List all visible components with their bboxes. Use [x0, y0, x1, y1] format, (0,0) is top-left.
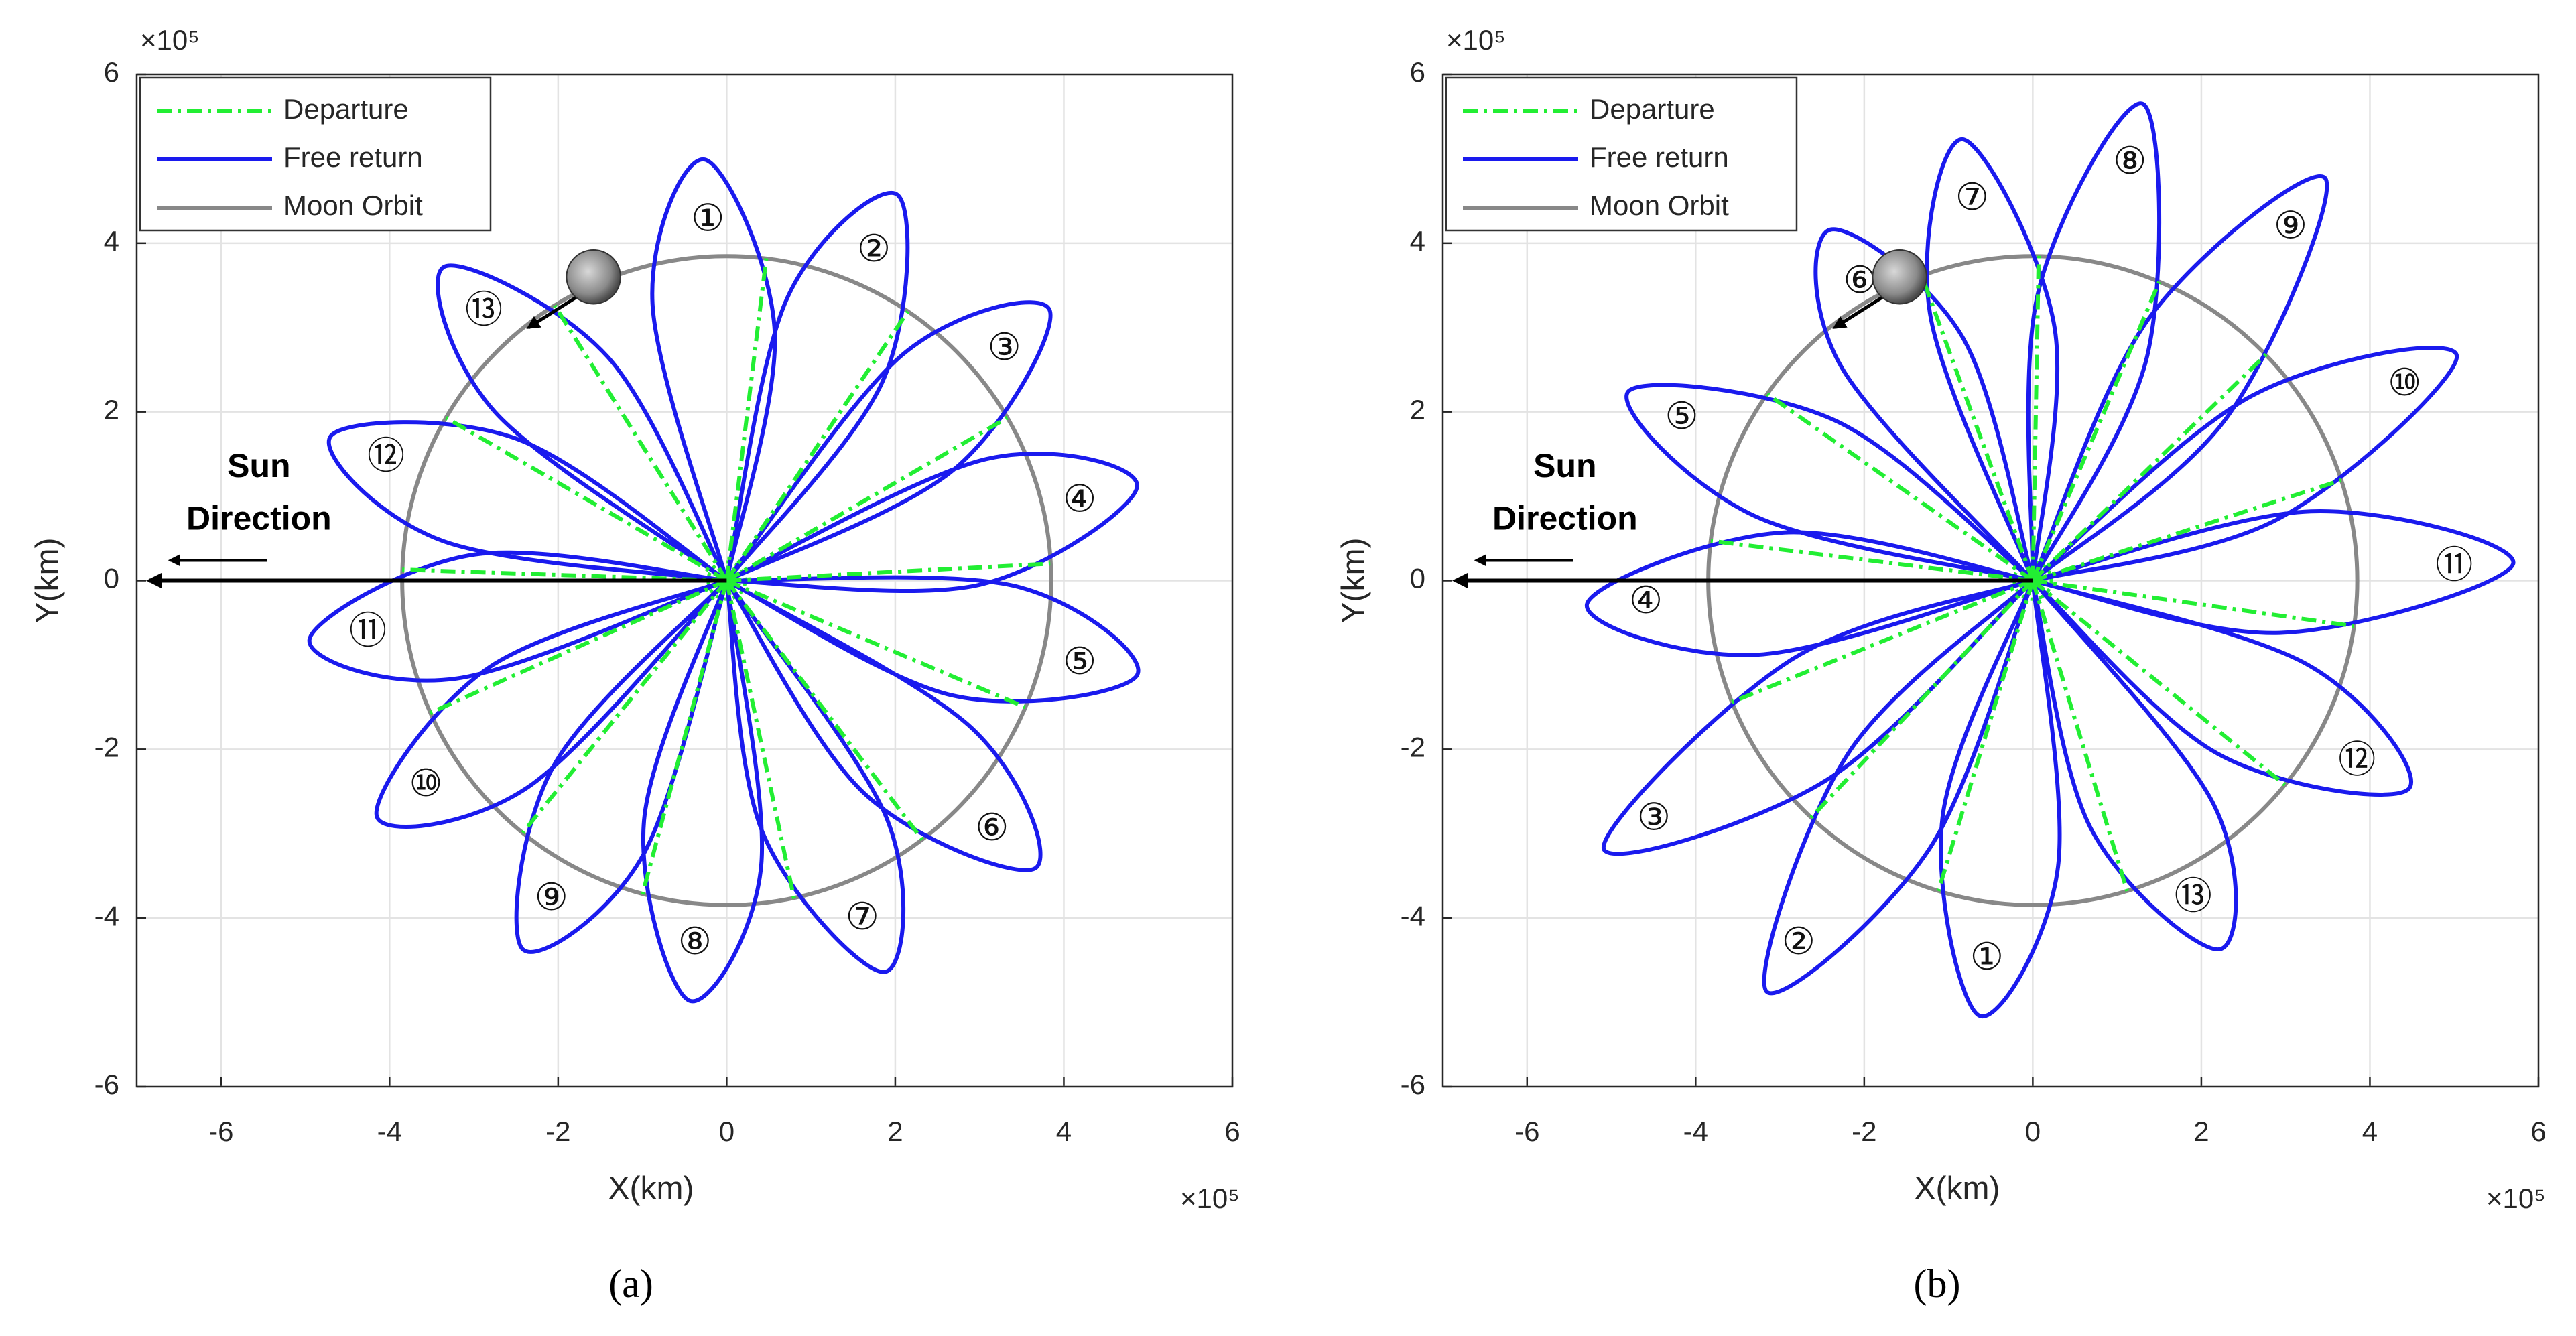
- loop-label: ④: [1629, 579, 1663, 622]
- y-tick-label: 2: [1410, 394, 1425, 425]
- y-tick-label: 4: [1410, 225, 1425, 257]
- x-tick-label: 2: [887, 1116, 903, 1147]
- y-tick-label: 6: [104, 56, 119, 88]
- trajectory: [1585, 101, 2516, 1018]
- trajectory: [1710, 255, 2355, 892]
- annotation: Sun: [1533, 447, 1596, 484]
- x-tick-label: 0: [2025, 1116, 2041, 1147]
- y-axis-label: Y(km): [30, 538, 66, 624]
- loop-label: ③: [988, 326, 1021, 369]
- x-multiplier: ×10⁵: [2486, 1183, 2546, 1214]
- x-tick-label: 6: [1224, 1116, 1240, 1147]
- x-tick-label: 6: [2530, 1116, 2546, 1147]
- legend-label: Departure: [283, 93, 409, 125]
- axes-box: [1441, 73, 2540, 1088]
- loop-label: ⑦: [1955, 176, 1989, 219]
- loop-label: ⑬: [2175, 874, 2212, 918]
- loop-label: ①: [691, 196, 724, 240]
- loop-label: ⑫: [2338, 738, 2376, 782]
- loop-label: ⑨: [535, 876, 568, 919]
- legend-label: Moon Orbit: [1590, 190, 1729, 221]
- moon-arrow: [526, 293, 580, 329]
- y-tick-label: 0: [1410, 563, 1425, 594]
- y-tick-label: -6: [1401, 1069, 1425, 1100]
- x-tick-label: 2: [2193, 1116, 2209, 1147]
- loop-label: ⑨: [2274, 204, 2307, 247]
- loop-label: ⑧: [2113, 139, 2146, 183]
- y-axis-label: Y(km): [1336, 538, 1372, 624]
- loop-label: ②: [1782, 920, 1815, 963]
- trajectory: [402, 258, 1051, 899]
- y-tick-label: 6: [1410, 56, 1425, 88]
- loop-label: ⑩: [2388, 361, 2421, 405]
- loop-label: ⑪: [349, 609, 387, 653]
- legend-label: Free return: [283, 141, 423, 173]
- legend: Departure Free return Moon Orbit: [139, 76, 492, 232]
- loop-label: ⑧: [678, 920, 712, 963]
- legend-label: Departure: [1590, 93, 1715, 125]
- x-axis-label: X(km): [1915, 1171, 2000, 1207]
- y-tick-label: -6: [94, 1069, 119, 1100]
- y-tick-label: -4: [1401, 900, 1425, 931]
- annotation: Direction: [1492, 499, 1638, 537]
- legend-label: Moon Orbit: [283, 190, 423, 221]
- loop-label: ⑪: [2435, 544, 2473, 588]
- y-tick-label: 4: [104, 225, 119, 257]
- x-tick-label: -4: [1683, 1116, 1708, 1147]
- legend-box: [139, 76, 492, 232]
- loop-label: ④: [1063, 477, 1096, 521]
- y-tick-label: -2: [1401, 731, 1425, 762]
- panel: -6 -4 -2 0 2 4 6 -6 -4 -2 0 2 4 6 ① ② ③ ④ ⑤ ⑥ ⑦ ⑧ ⑨ ⑩ ⑪ ⑫ ⑬ Sun Dire…: [1336, 24, 2547, 1306]
- x-tick-label: -6: [1515, 1116, 1539, 1147]
- loop-label: ⑫: [367, 434, 405, 478]
- legend-box: [1445, 76, 1798, 232]
- y-multiplier: ×10⁵: [1446, 24, 1506, 56]
- loop-label: ⑥: [1843, 259, 1876, 302]
- panel: -6 -4 -2 0 2 4 6 -6 -4 -2 0 2 4 6 ① ② ③ ④ ⑤ ⑥ ⑦ ⑧ ⑨ ⑩ ⑪ ⑫ ⑬ Sun Dire…: [30, 24, 1240, 1306]
- x-tick-label: -6: [208, 1116, 233, 1147]
- x-tick-label: -4: [377, 1116, 402, 1147]
- loop-label: ⑦: [846, 895, 879, 939]
- x-axis-label: X(km): [608, 1171, 694, 1207]
- caption: (a): [608, 1262, 653, 1306]
- y-tick-label: 0: [104, 563, 119, 594]
- annotation: Direction: [186, 499, 332, 537]
- x-multiplier: ×10⁵: [1180, 1183, 1240, 1214]
- loop-label: ①: [1970, 935, 2004, 979]
- moon: [566, 249, 621, 305]
- loop-label: ⑥: [975, 806, 1009, 850]
- legend-label: Free return: [1590, 141, 1729, 173]
- legend: Departure Free return Moon Orbit: [1445, 76, 1798, 232]
- x-tick-label: -2: [545, 1116, 570, 1147]
- annotation: Sun: [227, 447, 290, 484]
- moon: [1872, 249, 1927, 305]
- x-tick-label: 4: [2362, 1116, 2378, 1147]
- x-tick-label: -2: [1852, 1116, 1876, 1147]
- loop-label: ③: [1637, 795, 1671, 839]
- caption: (b): [1914, 1262, 1961, 1306]
- y-tick-label: 2: [104, 394, 119, 425]
- x-tick-label: 0: [719, 1116, 734, 1147]
- loop-label: ②: [857, 227, 891, 271]
- axes-box: [135, 73, 1234, 1088]
- moon-arrow: [1832, 293, 1886, 329]
- loop-label: ⑤: [1665, 395, 1698, 438]
- y-tick-label: -4: [94, 900, 119, 931]
- loop-label: ⑬: [465, 289, 503, 332]
- loop-label: ⑤: [1063, 640, 1096, 683]
- y-multiplier: ×10⁵: [140, 24, 200, 56]
- x-tick-label: 4: [1056, 1116, 1072, 1147]
- y-tick-label: -2: [94, 731, 119, 762]
- loop-label: ⑩: [409, 762, 442, 805]
- trajectory: [307, 157, 1141, 1004]
